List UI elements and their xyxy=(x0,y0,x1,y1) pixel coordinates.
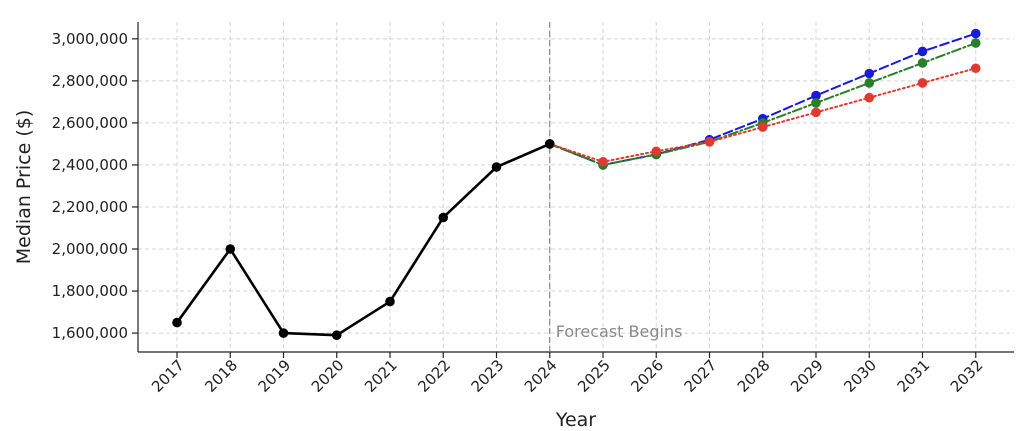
x-tick-label: 2019 xyxy=(255,356,295,396)
data-point xyxy=(811,107,821,118)
data-point xyxy=(864,78,875,88)
data-point xyxy=(811,98,821,108)
data-point xyxy=(970,28,981,39)
y-axis-title: Median Price ($) xyxy=(13,110,35,264)
forecast-annotation: Forecast Begins xyxy=(556,322,683,341)
data-point xyxy=(757,122,768,132)
x-tick-label: 2017 xyxy=(148,356,188,396)
data-point xyxy=(917,58,928,68)
y-tick-label: 1,800,000 xyxy=(52,282,128,300)
data-point xyxy=(970,38,981,48)
x-tick-label: 2021 xyxy=(361,356,401,396)
y-tick-label: 2,000,000 xyxy=(52,240,128,258)
forecast-marker: Forecast Begins xyxy=(549,22,683,352)
y-tick-label: 2,200,000 xyxy=(52,198,128,216)
data-point xyxy=(598,156,608,167)
y-tick-label: 2,400,000 xyxy=(52,156,128,174)
grid xyxy=(138,22,1014,352)
y-tick-label: 1,600,000 xyxy=(52,324,128,342)
x-tick-label: 2023 xyxy=(468,356,508,396)
data-point xyxy=(225,244,236,254)
series-line xyxy=(548,42,977,166)
data-point xyxy=(278,328,289,338)
data-point xyxy=(864,92,875,103)
data-point xyxy=(811,90,821,101)
x-tick-label: 2031 xyxy=(894,356,934,396)
x-tick-label: 2030 xyxy=(840,356,880,396)
y-tick-label: 2,600,000 xyxy=(52,114,128,132)
series-dotted xyxy=(544,63,981,167)
x-tick-label: 2026 xyxy=(627,356,667,396)
data-point xyxy=(491,162,502,172)
data-point xyxy=(704,137,715,147)
x-tick-label: 2025 xyxy=(574,356,614,396)
data-point xyxy=(172,317,182,328)
y-tick-label: 2,800,000 xyxy=(52,72,128,90)
data-point xyxy=(970,63,981,74)
data-point xyxy=(917,46,928,57)
data-point xyxy=(438,212,449,223)
y-tick-label: 3,000,000 xyxy=(52,30,128,48)
data-point xyxy=(544,139,555,149)
x-tick-label: 2029 xyxy=(787,356,827,396)
data-point xyxy=(651,146,662,157)
series-solid xyxy=(172,139,555,340)
x-tick-label: 2027 xyxy=(681,356,721,396)
axes xyxy=(137,22,1014,353)
x-tick-label: 2028 xyxy=(734,356,774,396)
x-axis-title: Year xyxy=(555,409,596,431)
ticks: 2017 2018 2019 2020 2021 2022 2023 2024 2025 2026… xyxy=(52,30,987,396)
series xyxy=(172,28,981,340)
x-tick-label: 2020 xyxy=(308,356,348,396)
data-point xyxy=(331,330,342,340)
data-point xyxy=(917,78,928,88)
data-point xyxy=(864,68,875,79)
x-tick-label: 2022 xyxy=(414,356,454,396)
x-tick-label: 2032 xyxy=(947,356,987,396)
x-tick-label: 2024 xyxy=(521,356,561,396)
data-point xyxy=(385,296,395,307)
x-tick-label: 2018 xyxy=(201,356,241,396)
series-line xyxy=(175,142,552,337)
